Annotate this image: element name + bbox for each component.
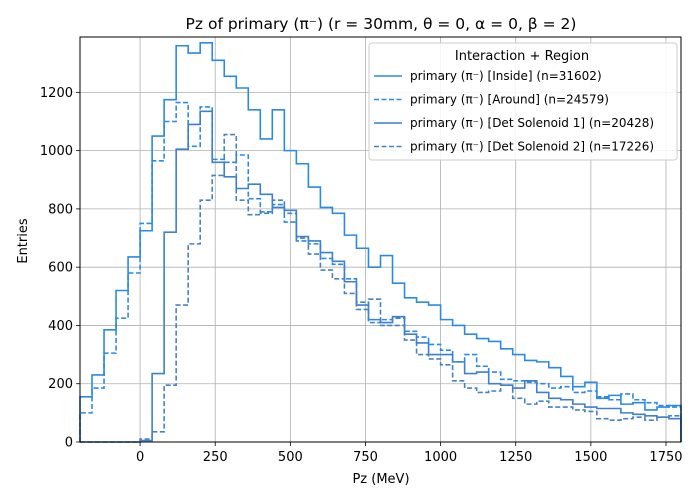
x-tick-label: 0 [136,450,144,465]
x-tick-label: 250 [203,450,228,465]
x-axis-ticks: 0 250 500 750 1000 1250 1500 1750 [136,442,683,465]
y-tick-label: 200 [48,377,73,392]
y-tick-label: 600 [48,261,73,276]
y-axis-ticks: 0 200 400 600 800 1000 1200 [40,86,80,451]
y-tick-label: 400 [48,319,73,334]
x-tick-label: 1250 [499,450,532,465]
y-axis-label: Entries [16,218,31,264]
legend-title: Interaction + Region [455,49,589,64]
x-tick-label: 1000 [424,450,457,465]
x-tick-label: 750 [353,450,378,465]
y-tick-label: 1200 [40,86,73,101]
x-tick-label: 1750 [649,450,682,465]
legend-label-1: primary (π⁻) [Inside] (n=31602) [410,69,602,83]
legend-entries: primary (π⁻) [Inside] (n=31602) primary (… [374,69,654,154]
legend-label-4: primary (π⁻) [Det Solenoid 2] (n=17226) [410,140,654,154]
histogram-series-4 [80,133,682,443]
plot-frame [79,36,682,443]
y-tick-label: 1000 [40,144,73,159]
legend-label-3: primary (π⁻) [Det Solenoid 1] (n=20428) [410,116,654,130]
y-tick-label: 0 [65,436,73,451]
histogram-series-3 [80,110,682,443]
legend-box [368,42,678,161]
chart-title: Pz of primary (π⁻) (r = 30mm, θ = 0, α =… [186,15,577,33]
histogram-series-1 [79,42,682,442]
legend-label-2: primary (π⁻) [Around] (n=24579) [410,93,609,107]
y-tick-label: 800 [48,202,73,217]
legend: Interaction + Region primary (π⁻) [Insid… [368,42,678,161]
x-tick-label: 500 [278,450,303,465]
x-axis-label: Pz (MeV) [352,472,409,487]
x-tick-label: 1500 [574,450,607,465]
series-layer [79,42,682,443]
